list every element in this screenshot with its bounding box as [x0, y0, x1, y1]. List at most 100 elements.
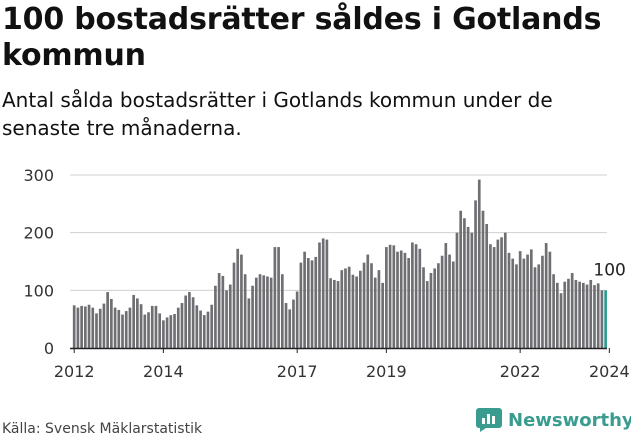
bar: [202, 315, 206, 348]
bar: [600, 290, 604, 348]
bar: [529, 249, 533, 348]
bar: [273, 247, 277, 348]
bar: [559, 293, 563, 348]
bar: [87, 304, 91, 348]
bar: [448, 254, 451, 348]
bar: [318, 242, 321, 348]
bar: [347, 266, 351, 348]
bar: [225, 290, 228, 348]
bar: [589, 279, 593, 348]
bar: [444, 243, 448, 348]
bar: [526, 254, 529, 348]
bar: [414, 244, 418, 348]
bar: [333, 279, 336, 348]
bar: [511, 258, 515, 348]
bar: [106, 292, 109, 348]
bar: [162, 320, 165, 348]
bar: [128, 307, 132, 348]
bar: [537, 264, 541, 348]
bar: [515, 264, 518, 348]
x-tick-label: 2024: [589, 362, 630, 381]
bar: [593, 285, 596, 348]
bar: [570, 273, 574, 348]
bar: [481, 210, 485, 348]
bar: [95, 313, 98, 348]
bar: [176, 307, 180, 348]
bar: [578, 281, 581, 348]
bar: [84, 306, 87, 348]
bar: [258, 274, 262, 348]
bar: [518, 251, 522, 348]
bar: [98, 308, 102, 348]
y-tick-label: 300: [23, 166, 54, 185]
bar: [477, 179, 481, 348]
bar: [191, 297, 195, 348]
bar: [165, 317, 169, 348]
bar: [254, 277, 258, 348]
bar: [158, 313, 162, 348]
chart-subtitle: Antal sålda bostadsrätter i Gotlands kom…: [2, 88, 553, 140]
bar: [596, 283, 600, 348]
bar: [355, 276, 358, 348]
bar: [143, 314, 147, 348]
x-axis: 2012 2014 2017 2019 2022 2024: [54, 347, 630, 381]
bar: [303, 251, 306, 348]
bar: [91, 307, 95, 348]
bar: [403, 252, 407, 348]
bar: [243, 274, 247, 348]
bar: [544, 243, 548, 348]
y-tick-label: 0: [44, 339, 54, 358]
bar: [496, 239, 500, 348]
bar: [362, 262, 366, 348]
bar: [455, 232, 459, 348]
bar: [136, 298, 139, 348]
bar: [147, 312, 150, 348]
bar: [485, 224, 489, 348]
bar: [184, 295, 188, 348]
bar: [251, 285, 254, 348]
bar: [121, 314, 124, 348]
bar: [411, 242, 414, 348]
bar: [340, 270, 344, 348]
bar: [463, 218, 466, 348]
bar: [277, 247, 280, 348]
bar: [385, 247, 388, 348]
newsworthy-logo-icon: [476, 408, 502, 432]
bar: [150, 305, 154, 348]
bar: [425, 281, 429, 348]
bar: [585, 284, 589, 348]
x-tick-label: 2012: [54, 362, 95, 381]
bar: [522, 258, 526, 348]
bar: [581, 282, 585, 348]
y-axis: 0 100 200 300: [23, 166, 54, 358]
bar: [422, 267, 425, 348]
bar: [433, 268, 437, 348]
bar: [604, 290, 607, 348]
bar: [470, 232, 474, 348]
bar: [217, 273, 221, 348]
bar: [548, 251, 552, 348]
bar: [210, 304, 214, 348]
bar: [280, 274, 284, 348]
bar: [474, 200, 477, 348]
bar: [306, 258, 310, 348]
bar: [188, 292, 191, 348]
bar: [392, 245, 396, 348]
bar: [80, 305, 83, 348]
bar: [102, 303, 106, 348]
bar: [214, 285, 217, 348]
bar: [429, 273, 433, 348]
annotations: 100: [593, 260, 625, 280]
bar: [124, 311, 128, 348]
bar: [236, 248, 240, 348]
bar: [507, 252, 511, 348]
bar: [247, 298, 251, 348]
bar: [76, 307, 80, 348]
bar: [299, 262, 303, 348]
y-tick-label: 100: [23, 281, 54, 300]
bar: [459, 210, 463, 348]
bar: [351, 274, 355, 348]
x-tick-label: 2017: [277, 362, 318, 381]
chart-title: 100 bostadsrätter såldes i Gotlands komm…: [2, 2, 602, 73]
x-tick-label: 2022: [500, 362, 541, 381]
